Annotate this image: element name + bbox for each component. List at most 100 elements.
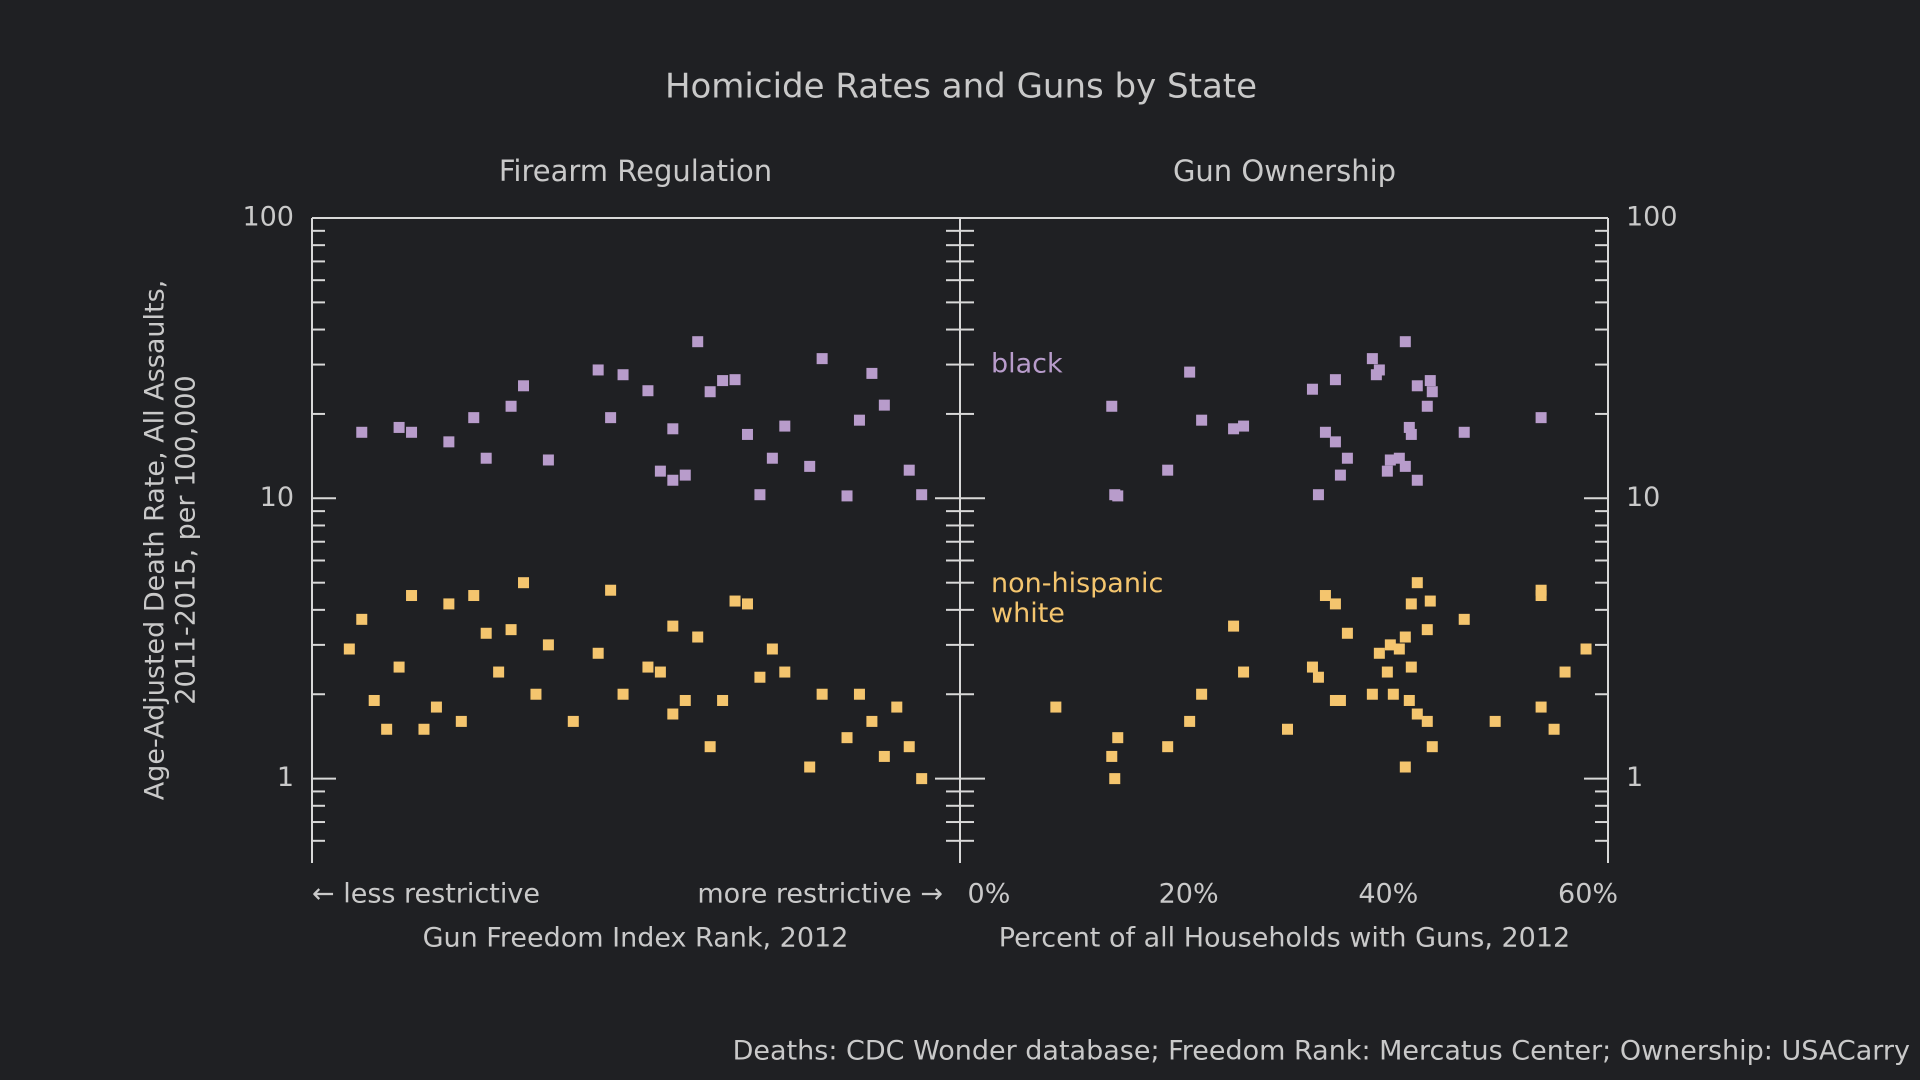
point bbox=[1411, 577, 1423, 589]
point bbox=[779, 420, 791, 432]
panel-title: Firearm Regulation bbox=[499, 154, 772, 188]
point bbox=[1384, 454, 1396, 466]
point bbox=[1106, 400, 1118, 412]
point bbox=[1312, 671, 1324, 683]
y-tick-label: 100 bbox=[242, 202, 294, 233]
point bbox=[804, 460, 816, 472]
point bbox=[518, 380, 530, 392]
point bbox=[1421, 715, 1433, 727]
point bbox=[617, 688, 629, 700]
point bbox=[1535, 412, 1547, 424]
point bbox=[592, 364, 604, 376]
point bbox=[903, 464, 915, 476]
point bbox=[617, 369, 629, 381]
chart-title: Homicide Rates and Guns by State bbox=[665, 67, 1257, 107]
point bbox=[766, 452, 778, 464]
point bbox=[1411, 474, 1423, 486]
point bbox=[1238, 666, 1250, 678]
point bbox=[754, 489, 766, 501]
point bbox=[1535, 590, 1547, 602]
point bbox=[866, 715, 878, 727]
point bbox=[1399, 631, 1411, 643]
point bbox=[903, 741, 915, 753]
point bbox=[393, 661, 405, 673]
point bbox=[717, 694, 729, 706]
point bbox=[1228, 620, 1240, 632]
point bbox=[430, 701, 442, 713]
point bbox=[1184, 715, 1196, 727]
point bbox=[878, 399, 890, 411]
point bbox=[692, 336, 704, 348]
point bbox=[1196, 414, 1208, 426]
point bbox=[916, 773, 928, 785]
point bbox=[1381, 666, 1393, 678]
point bbox=[592, 647, 604, 659]
point bbox=[642, 385, 654, 397]
point bbox=[1238, 420, 1250, 432]
point bbox=[1387, 688, 1399, 700]
point bbox=[1384, 639, 1396, 651]
point bbox=[1306, 383, 1318, 395]
point bbox=[1184, 366, 1196, 378]
point bbox=[468, 590, 480, 602]
point bbox=[1426, 741, 1438, 753]
point bbox=[1162, 741, 1174, 753]
x-tick-label: 40% bbox=[1358, 879, 1418, 910]
point bbox=[605, 412, 617, 424]
point bbox=[1424, 595, 1436, 607]
point bbox=[1112, 490, 1124, 502]
point bbox=[406, 426, 418, 438]
point bbox=[1312, 489, 1324, 501]
point bbox=[1329, 374, 1341, 386]
x-axis-title: Gun Freedom Index Rank, 2012 bbox=[423, 923, 849, 954]
point bbox=[542, 639, 554, 651]
point bbox=[804, 761, 816, 773]
point bbox=[530, 688, 542, 700]
point bbox=[1109, 773, 1121, 785]
point bbox=[493, 666, 505, 678]
point bbox=[343, 643, 355, 655]
point bbox=[754, 671, 766, 683]
point bbox=[667, 620, 679, 632]
point bbox=[1403, 694, 1415, 706]
point bbox=[679, 694, 691, 706]
point bbox=[667, 474, 679, 486]
point bbox=[853, 688, 865, 700]
point bbox=[443, 436, 455, 448]
point bbox=[741, 428, 753, 440]
point bbox=[1405, 661, 1417, 673]
point bbox=[1580, 643, 1592, 655]
point bbox=[654, 465, 666, 477]
point bbox=[1196, 688, 1208, 700]
point bbox=[667, 423, 679, 435]
point bbox=[480, 627, 492, 639]
point bbox=[729, 374, 741, 386]
point bbox=[1405, 598, 1417, 610]
legend-label: non-hispanic white bbox=[991, 568, 1163, 629]
point bbox=[505, 400, 517, 412]
point bbox=[1535, 701, 1547, 713]
point bbox=[1399, 761, 1411, 773]
point bbox=[1405, 428, 1417, 440]
legend-label: black bbox=[991, 349, 1063, 380]
point bbox=[1281, 723, 1293, 735]
point bbox=[1426, 386, 1438, 398]
point bbox=[654, 666, 666, 678]
point bbox=[891, 701, 903, 713]
point bbox=[816, 688, 828, 700]
point bbox=[1329, 598, 1341, 610]
panel-title: Gun Ownership bbox=[1173, 154, 1396, 188]
point bbox=[1106, 750, 1118, 762]
point bbox=[1393, 452, 1405, 464]
y-tick-label: 1 bbox=[277, 762, 294, 793]
point bbox=[480, 452, 492, 464]
point bbox=[1329, 436, 1341, 448]
point bbox=[1393, 643, 1405, 655]
point bbox=[356, 426, 368, 438]
y-tick-label: 1 bbox=[1626, 762, 1643, 793]
point bbox=[468, 412, 480, 424]
point bbox=[853, 414, 865, 426]
point bbox=[1458, 613, 1470, 625]
point bbox=[1381, 465, 1393, 477]
